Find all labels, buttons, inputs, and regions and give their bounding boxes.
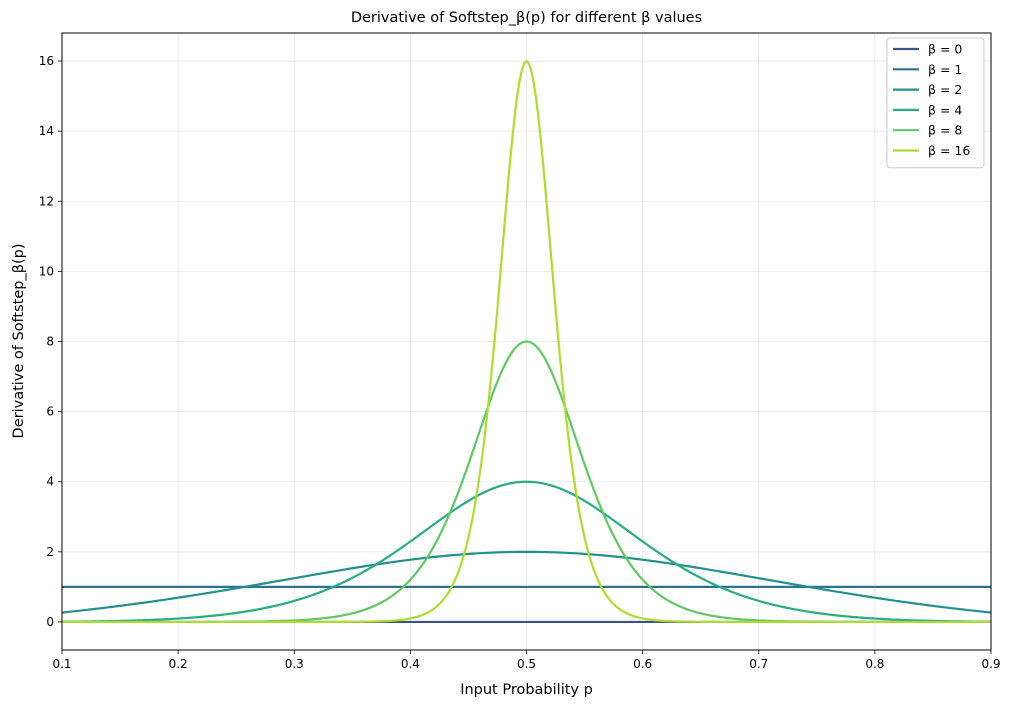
legend-label: β = 0 [928, 42, 962, 57]
x-tick-label: 0.1 [52, 657, 71, 671]
legend-label: β = 1 [928, 62, 962, 77]
y-tick-label: 8 [46, 335, 54, 349]
legend-label: β = 4 [928, 102, 962, 117]
series-line-beta-16 [62, 59, 991, 624]
x-axis-ticks: 0.1 0.2 0.3 0.4 0.5 0.6 0.7 0.8 0.9 [52, 650, 1001, 671]
legend-label: β = 2 [928, 82, 962, 97]
series-line-beta-2 [62, 550, 991, 614]
x-tick-label: 0.8 [865, 657, 884, 671]
chart-title: Derivative of Softstep_β(p) for differen… [351, 10, 702, 26]
y-tick-label: 16 [39, 54, 54, 68]
x-tick-label: 0.9 [981, 657, 1000, 671]
legend-label: β = 16 [928, 143, 970, 158]
x-tick-label: 0.5 [517, 657, 536, 671]
y-axis-label: Derivative of Softstep_β(p) [11, 244, 27, 439]
y-axis-ticks: 0 2 4 6 8 10 12 14 16 [39, 54, 62, 629]
series-lines [62, 59, 991, 624]
y-tick-label: 12 [39, 194, 54, 208]
legend-box [886, 37, 985, 169]
legend: β = 0 β = 1 β = 2 β = 4 β = 8 β = 16 [886, 37, 985, 169]
y-tick-label: 6 [46, 405, 54, 419]
y-tick-label: 14 [39, 124, 54, 138]
x-tick-label: 0.4 [401, 657, 420, 671]
y-tick-label: 10 [39, 264, 54, 278]
y-tick-label: 2 [46, 545, 54, 559]
x-axis-label: Input Probability p [460, 682, 593, 698]
x-tick-label: 0.7 [749, 657, 768, 671]
legend-label: β = 8 [928, 123, 962, 138]
y-tick-label: 0 [46, 615, 54, 629]
x-tick-label: 0.6 [633, 657, 652, 671]
series-line-beta-4 [62, 480, 991, 623]
x-tick-label: 0.3 [285, 657, 304, 671]
x-tick-label: 0.2 [169, 657, 188, 671]
y-tick-label: 4 [46, 475, 54, 489]
